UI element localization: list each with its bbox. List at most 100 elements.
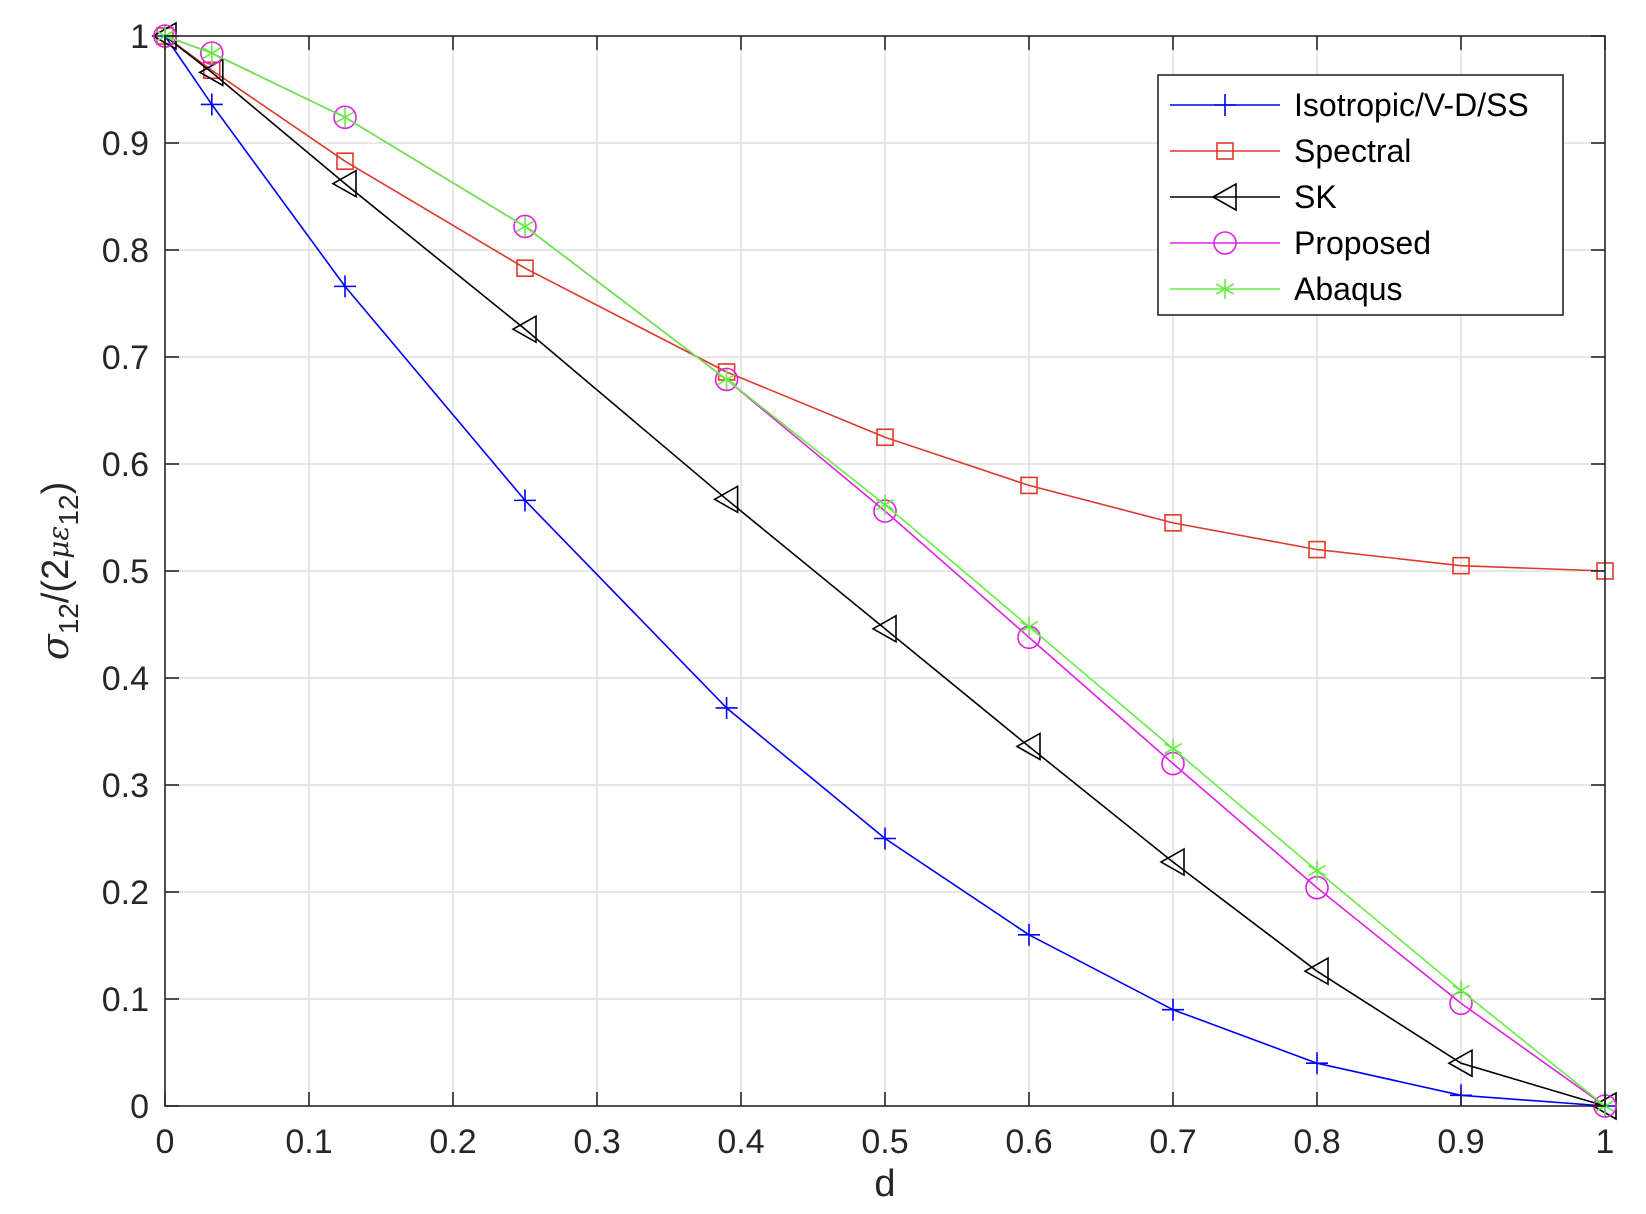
- data-point: [1308, 540, 1326, 559]
- data-point: [715, 696, 738, 719]
- y-tick-label: 0.8: [102, 232, 149, 270]
- tick-labels: 0 0.1 0.2 0.3 0.4 0.5 0.6 0.7 0.8 0.9 1 0 0.1 0.2 0.3 0…: [102, 18, 1615, 1161]
- legend-item: Spectral: [1170, 133, 1411, 169]
- x-tick-label: 0.9: [1437, 1123, 1484, 1161]
- legend-marker: [1215, 279, 1235, 299]
- data-point: [1018, 923, 1040, 946]
- y-tick-label: 0: [130, 1088, 149, 1126]
- x-tick-label: 0.4: [717, 1123, 764, 1161]
- data-point: [514, 489, 536, 512]
- data-point: [335, 107, 355, 128]
- y-tick-label: 0.3: [102, 767, 149, 805]
- asterisk-stroke: [1019, 620, 1039, 633]
- x-tick-label: 0.2: [429, 1123, 476, 1161]
- data-point: [333, 105, 357, 130]
- legend-marker: [1214, 94, 1236, 116]
- data-point: [202, 43, 221, 64]
- data-point: [1451, 980, 1471, 1001]
- data-point: [200, 93, 223, 116]
- legend-marker: [1216, 142, 1234, 160]
- data-point: [1159, 847, 1185, 877]
- y-label-mu-eps: με: [42, 526, 75, 559]
- legend-marker: [1211, 182, 1237, 212]
- series-5: [155, 26, 1615, 1116]
- y-tick-label: 0.5: [102, 553, 149, 591]
- legend-label: Isotropic/V-D/SS: [1294, 87, 1529, 123]
- series-line: [164, 35, 1606, 1107]
- data-point: [874, 827, 896, 850]
- x-tick-label: 0.7: [1149, 1123, 1196, 1161]
- y-tick-label: 0.2: [102, 874, 149, 912]
- data-point: [516, 259, 534, 277]
- data-point: [714, 367, 739, 392]
- data-point: [331, 169, 357, 199]
- y-label-mid: /(2: [35, 559, 77, 603]
- data-point: [717, 369, 736, 390]
- data-point: [871, 614, 897, 644]
- asterisk-stroke: [1163, 742, 1183, 755]
- asterisk-stroke: [1215, 283, 1235, 295]
- asterisk-stroke: [1307, 864, 1327, 877]
- data-point: [511, 314, 537, 344]
- y-tick-label: 0.4: [102, 660, 149, 698]
- x-tick-label: 0.3: [573, 1123, 620, 1161]
- data-point: [876, 428, 894, 447]
- asterisk-stroke: [717, 373, 736, 386]
- legend-item: Proposed: [1170, 225, 1431, 261]
- data-point: [875, 494, 895, 515]
- asterisk-stroke: [875, 498, 895, 511]
- ticks: [164, 35, 1606, 1107]
- data-point: [1019, 616, 1039, 637]
- x-tick-label: 0: [156, 1123, 175, 1161]
- data-point: [336, 152, 354, 170]
- data-point: [1015, 732, 1041, 761]
- data-point: [1452, 556, 1470, 575]
- data-point: [198, 58, 224, 87]
- y-tick-label: 0.9: [102, 125, 149, 163]
- data-point: [334, 275, 356, 298]
- data-point: [1163, 738, 1183, 759]
- y-label-sigma: σ: [33, 633, 77, 660]
- y-tick-label: 0.7: [102, 339, 149, 377]
- x-axis-label: d: [874, 1163, 895, 1205]
- legend: Isotropic/V-D/SS Spectral SK Proposed Abaqus: [1157, 74, 1564, 316]
- x-tick-label: 0.6: [1005, 1123, 1052, 1161]
- legend-label: SK: [1294, 179, 1337, 215]
- x-tick-label: 0.5: [861, 1123, 908, 1161]
- data-point: [712, 484, 739, 514]
- legend-marker: [1213, 231, 1237, 255]
- series-layer: [151, 21, 1617, 1121]
- data-point: [1447, 1048, 1473, 1078]
- asterisk-stroke: [1451, 984, 1471, 997]
- x-tick-label: 0.1: [285, 1123, 332, 1161]
- asterisk-stroke: [202, 47, 221, 59]
- x-tick-label: 0.8: [1293, 1123, 1340, 1161]
- data-point: [1307, 860, 1327, 881]
- y-tick-label: 1: [130, 18, 149, 56]
- legend-item: SK: [1170, 179, 1337, 215]
- y-label-sub-12b: 12: [53, 494, 84, 525]
- data-point: [1162, 998, 1184, 1021]
- legend-label: Proposed: [1294, 225, 1431, 261]
- y-label-sub-12a: 12: [53, 603, 84, 634]
- y-label-close: ): [35, 482, 77, 495]
- legend-item: Isotropic/V-D/SS: [1170, 87, 1529, 123]
- data-point: [1020, 476, 1038, 495]
- data-point: [515, 216, 535, 237]
- data-point: [1303, 956, 1329, 986]
- y-tick-label: 0.1: [102, 981, 149, 1019]
- legend-item: Abaqus: [1170, 271, 1403, 307]
- data-point: [1306, 1052, 1328, 1075]
- x-tick-label: 1: [1596, 1123, 1615, 1161]
- asterisk-stroke: [515, 220, 535, 233]
- y-tick-label: 0.6: [102, 446, 149, 484]
- data-point: [513, 214, 537, 239]
- legend-label: Spectral: [1294, 133, 1411, 169]
- asterisk-stroke: [335, 111, 355, 124]
- y-axis-label: σ12/(2με12): [33, 482, 84, 661]
- legend-label: Abaqus: [1294, 271, 1403, 307]
- series-line: [164, 35, 1606, 572]
- data-point: [200, 41, 224, 65]
